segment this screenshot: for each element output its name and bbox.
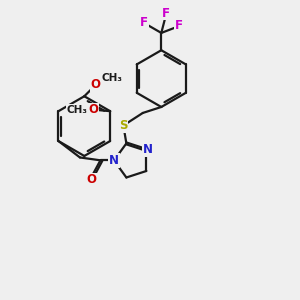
Text: F: F: [162, 7, 170, 20]
Text: O: O: [91, 78, 101, 92]
Text: S: S: [119, 119, 128, 132]
Text: F: F: [140, 16, 148, 29]
Text: F: F: [175, 19, 183, 32]
Text: CH₃: CH₃: [101, 73, 122, 83]
Text: CH₃: CH₃: [66, 105, 87, 115]
Text: N: N: [143, 143, 153, 156]
Text: N: N: [109, 154, 119, 167]
Text: O: O: [86, 173, 96, 186]
Text: O: O: [89, 103, 99, 116]
